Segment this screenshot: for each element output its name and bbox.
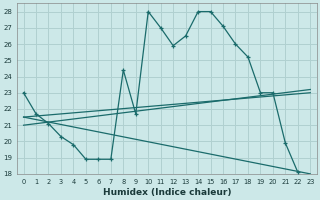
X-axis label: Humidex (Indice chaleur): Humidex (Indice chaleur) <box>103 188 231 197</box>
